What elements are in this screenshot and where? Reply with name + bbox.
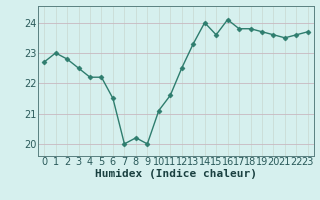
X-axis label: Humidex (Indice chaleur): Humidex (Indice chaleur) [95,169,257,179]
